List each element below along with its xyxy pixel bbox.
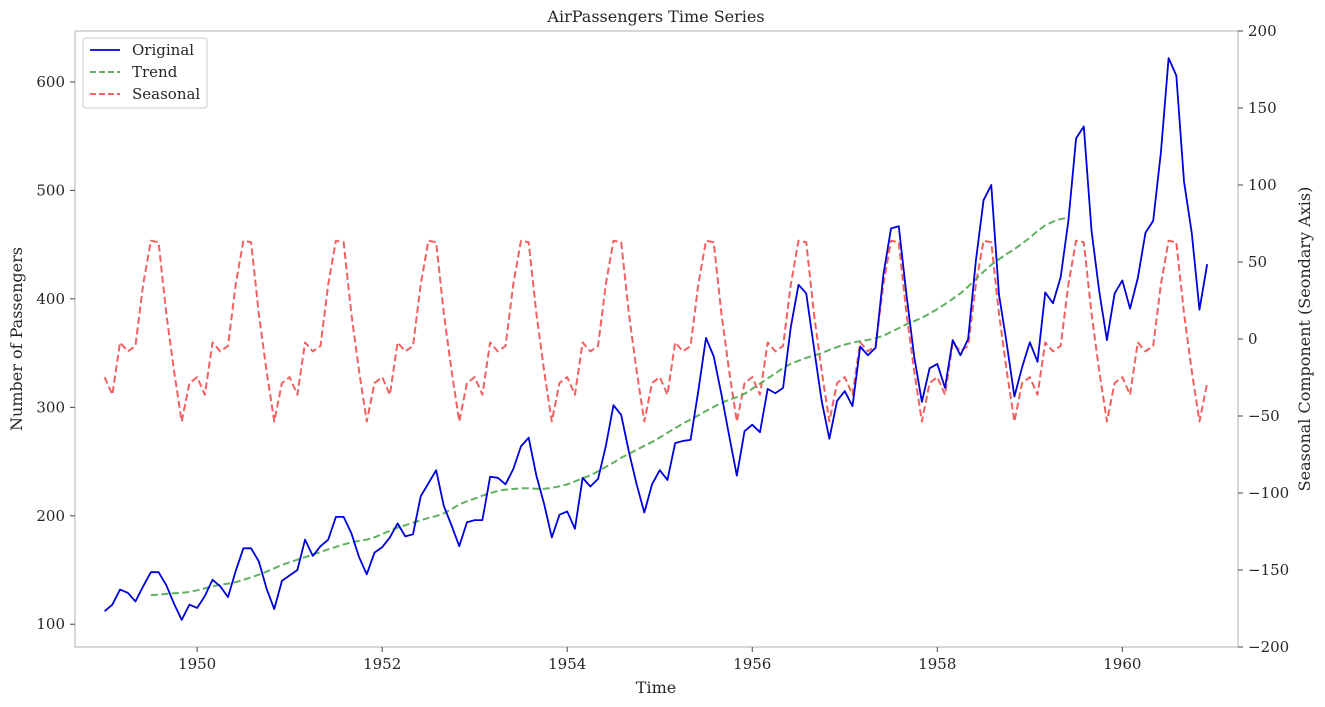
y-right-tick-label: 0 (1248, 330, 1258, 348)
y-axis-left-ticks: 100 200 300 400 500 600 (36, 73, 75, 633)
y-tick-label: 400 (36, 290, 65, 308)
y-axis-right-title: Seasonal Component (Seondary Axis) (1295, 187, 1314, 492)
x-tick-label: 1954 (548, 655, 586, 673)
x-tick-label: 1958 (918, 655, 956, 673)
y-right-tick-label: 200 (1248, 22, 1277, 40)
series-line-trend (150, 216, 1069, 597)
y-right-tick-label: −150 (1248, 561, 1289, 579)
series-layer (103, 57, 1209, 621)
x-tick-label: 1960 (1103, 655, 1141, 673)
legend-label-original: Original (132, 41, 194, 59)
y-axis-right-ticks: −200 −150 −100 −50 0 50 100 150 200 (1238, 22, 1289, 656)
y-tick-label: 300 (36, 398, 65, 416)
x-tick-label: 1956 (733, 655, 771, 673)
y-tick-label: 100 (36, 615, 65, 633)
chart-title: AirPassengers Time Series (546, 7, 764, 26)
x-axis-title: Time (636, 678, 676, 697)
plot-area (74, 30, 1239, 648)
y-tick-label: 600 (36, 73, 65, 91)
y-right-tick-label: −50 (1248, 407, 1280, 425)
legend-label-seasonal: Seasonal (132, 85, 200, 103)
legend-box (82, 37, 208, 109)
y-tick-label: 500 (36, 181, 65, 199)
series-line-seasonal (103, 239, 1209, 423)
x-axis-ticks: 1950 1952 1954 1956 1958 1960 (178, 647, 1141, 673)
x-tick-label: 1950 (178, 655, 216, 673)
x-tick-label: 1952 (363, 655, 401, 673)
y-right-tick-label: −100 (1248, 484, 1289, 502)
y-right-tick-label: 150 (1248, 99, 1277, 117)
y-axis-left-title: Number of Passengers (7, 247, 26, 431)
y-tick-label: 200 (36, 507, 65, 525)
y-right-tick-label: 100 (1248, 176, 1277, 194)
y-right-tick-label: −200 (1248, 638, 1289, 656)
legend-label-trend: Trend (132, 63, 178, 81)
legend: Original Trend Seasonal (82, 37, 208, 109)
y-right-tick-label: 50 (1248, 253, 1267, 271)
series-line-original (104, 57, 1209, 621)
